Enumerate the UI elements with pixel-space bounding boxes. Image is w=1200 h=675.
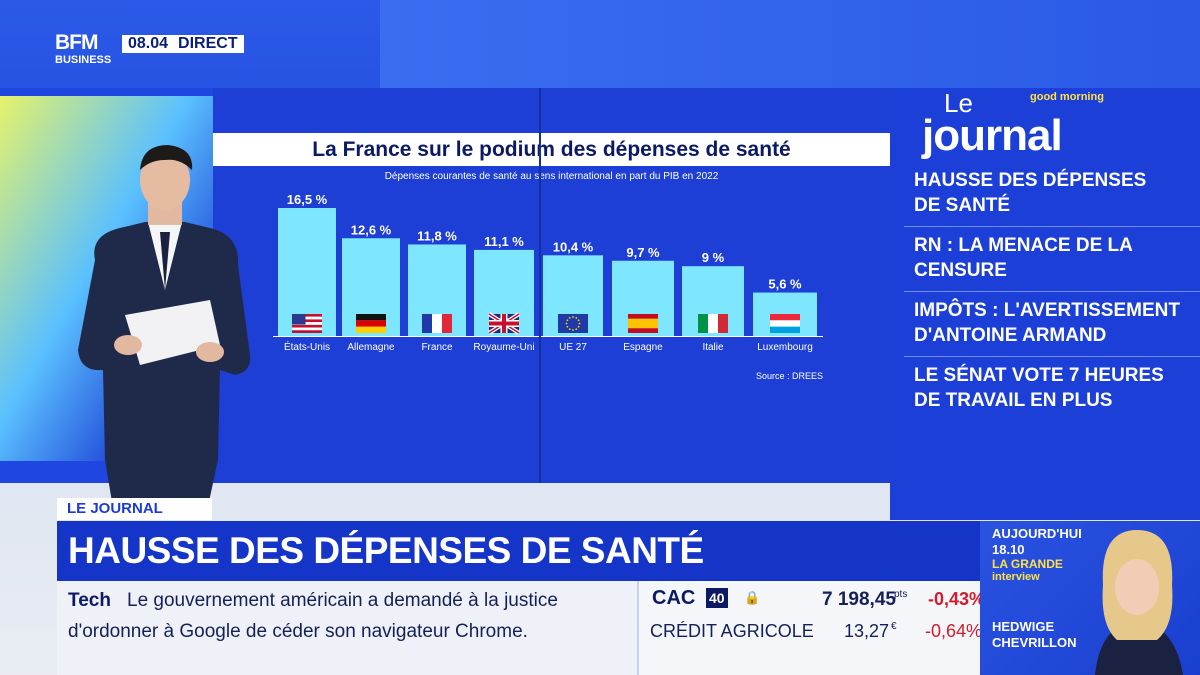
- chart-subtitle: Dépenses courantes de santé au sens inte…: [384, 171, 719, 182]
- bar-value-label: 12,6 %: [351, 222, 392, 237]
- bar-value-label: 9,7 %: [626, 245, 660, 260]
- headline-divider: [904, 356, 1200, 357]
- guest-portrait: [1095, 530, 1183, 675]
- news-rail: [890, 88, 1200, 520]
- promo-show-name: LA GRANDE: [992, 557, 1063, 571]
- bar-value-label: 11,8 %: [417, 228, 457, 243]
- category-label: Italie: [702, 342, 724, 353]
- promo-show-subtitle: interview: [992, 571, 1040, 583]
- presenter: [78, 145, 251, 520]
- headline-divider: [904, 291, 1200, 292]
- eu-flag-icon: [558, 314, 588, 333]
- headline-item[interactable]: LE SÉNAT VOTE 7 HEURES DE TRAVAIL EN PLU…: [914, 363, 1194, 413]
- headline-item[interactable]: HAUSSE DES DÉPENSES DE SANTÉ: [914, 168, 1194, 218]
- bar-value-label: 10,4 %: [553, 239, 594, 254]
- category-label: UE 27: [559, 342, 587, 353]
- us-flag-icon: [292, 314, 322, 333]
- headline-line: DE TRAVAIL EN PLUS: [914, 390, 1113, 411]
- bar-value-label: 11,1 %: [484, 234, 524, 249]
- headline-line: RN : LA MENACE DE LA: [914, 235, 1133, 256]
- index-badge: 40: [706, 588, 728, 608]
- stock-name: CRÉDIT AGRICOLE: [650, 621, 814, 641]
- headline-divider: [904, 226, 1200, 227]
- headline-line: LE SÉNAT VOTE 7 HEURES: [914, 365, 1164, 386]
- clock-time: 08.04: [128, 35, 169, 52]
- category-label: Royaume-Uni: [473, 342, 534, 353]
- ticker-text-line2: d'ordonner à Google de céder son navigat…: [68, 621, 528, 642]
- category-label: Allemagne: [347, 342, 395, 353]
- headline-line: HAUSSE DES DÉPENSES: [914, 170, 1147, 191]
- category-label: France: [421, 342, 453, 353]
- category-label: Luxembourg: [757, 342, 813, 353]
- headline-item[interactable]: RN : LA MENACE DE LA CENSURE: [914, 233, 1194, 283]
- news-ticker: [57, 581, 637, 675]
- guest-first-name: HEDWIGE: [992, 619, 1055, 634]
- studio-light: [380, 0, 1200, 90]
- headline-line: D'ANTOINE ARMAND: [914, 325, 1107, 346]
- market-ticker: [637, 581, 980, 675]
- ticker-category: Tech: [68, 590, 111, 611]
- promo-schedule: AUJOURD'HUI 18.10: [992, 526, 1082, 558]
- france-flag-icon: [422, 314, 452, 333]
- journal-logo-small: Le: [944, 88, 973, 118]
- promo-day: AUJOURD'HUI: [992, 526, 1082, 541]
- bar-value-label: 9 %: [702, 250, 725, 265]
- good-morning-mark: good morning: [1030, 91, 1104, 103]
- clock-live-badge: 08.04 DIRECT: [122, 35, 244, 53]
- stock-unit: €: [891, 621, 897, 632]
- stock-value: 13,27: [844, 621, 890, 641]
- headline-line: CENSURE: [914, 260, 1007, 281]
- promo-guest: HEDWIGE CHEVRILLON: [992, 619, 1077, 651]
- headline-banner-text: HAUSSE DES DÉPENSES DE SANTÉ: [68, 530, 704, 571]
- logo-top: BFM: [55, 31, 99, 54]
- promo-time: 18.10: [992, 542, 1025, 557]
- chart-source: Source : DREES: [756, 371, 824, 381]
- guest-last-name: CHEVRILLON: [992, 635, 1077, 650]
- chart-title-bar: [213, 133, 890, 166]
- headline-item[interactable]: IMPÔTS : L'AVERTISSEMENT D'ANTOINE ARMAN…: [914, 298, 1194, 348]
- ticker-text-line1: Le gouvernement américain a demandé à la…: [127, 590, 558, 611]
- category-label: États-Unis: [284, 340, 330, 353]
- index-value: 7 198,45: [822, 589, 896, 610]
- channel-logo: BFM BUSINESS: [55, 31, 117, 75]
- headline-line: DE SANTÉ: [914, 195, 1011, 216]
- category-label: Espagne: [623, 342, 663, 353]
- section-tag: LE JOURNAL: [57, 498, 212, 520]
- index-unit: pts: [894, 589, 908, 600]
- bar-chart: 16,5 % États-Unis 12,6 % Allemagne 11,8 % Fra…: [273, 192, 823, 353]
- bar-value-label: 16,5 %: [287, 192, 328, 207]
- live-label: DIRECT: [178, 35, 238, 52]
- video-wall-seam: [539, 88, 541, 483]
- logo-bottom: BUSINESS: [55, 54, 112, 66]
- uk-flag-icon: [487, 312, 521, 335]
- index-name: CAC: [652, 587, 696, 609]
- index-change: -0,43%: [928, 589, 986, 609]
- luxembourg-flag-icon: [770, 314, 800, 333]
- bar-value-label: 5,6 %: [768, 277, 802, 292]
- journal-logo: Le journal: [922, 88, 1063, 160]
- germany-flag-icon: [356, 314, 386, 333]
- headline-banner: [57, 521, 980, 581]
- italy-flag-icon: [698, 314, 728, 333]
- journal-logo-big: journal: [922, 111, 1063, 160]
- chart-title: La France sur le podium des dépenses de …: [312, 138, 791, 161]
- stock-change: -0,64%: [925, 621, 983, 641]
- lock-icon: 🔒: [744, 590, 761, 605]
- headline-line: IMPÔTS : L'AVERTISSEMENT: [914, 300, 1180, 321]
- spain-flag-icon: [628, 314, 658, 333]
